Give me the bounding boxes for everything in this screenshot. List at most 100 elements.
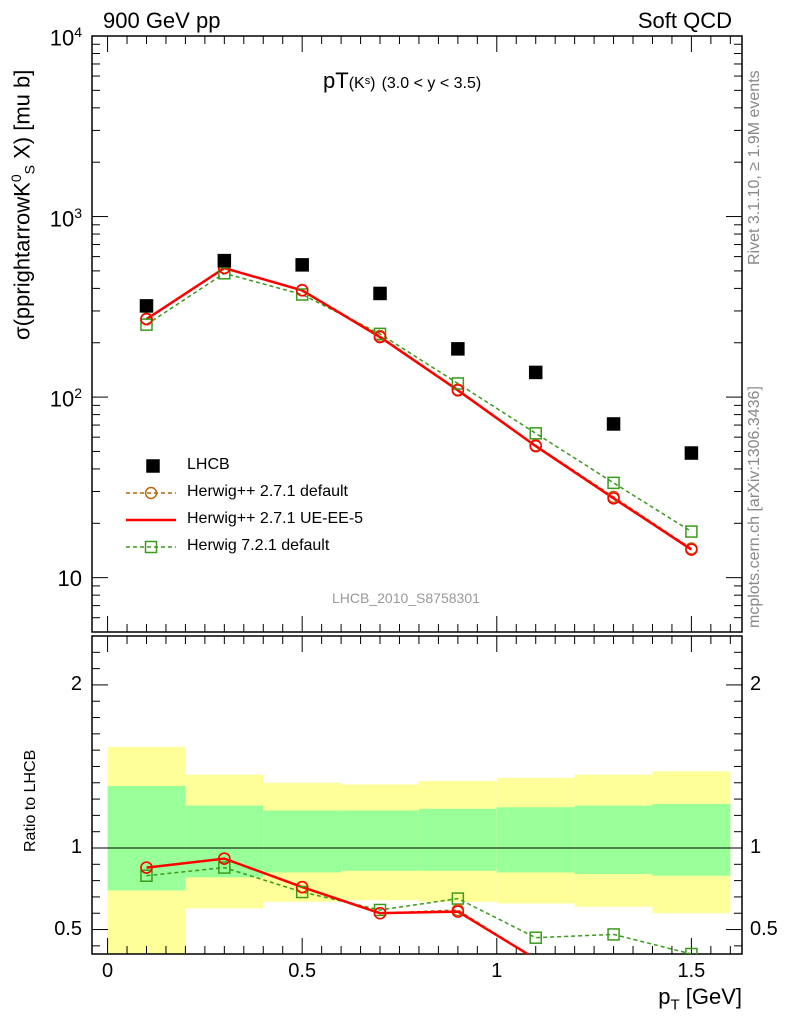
band-inner-bin [185,805,264,878]
ratio-herwig-ue-point [295,880,309,894]
y-tick-exponent: 2 [74,385,82,402]
herwig7-point [218,267,231,280]
series-line-herwig7 [146,272,692,533]
ratio-uncertainty-bands [92,746,742,954]
y-tick-label-ratio-right: 1 [750,836,762,858]
lhcb-data-point [217,253,232,268]
band-inner-bin [341,810,419,871]
x-axis-label: pT [GeV] [658,984,742,1013]
lhcb-data-point [528,365,543,380]
band-inner-bin [418,808,497,871]
ratio-line-herwig-ue [146,857,531,954]
main-series-layer [139,253,699,556]
x-tick-label: 1 [491,960,503,982]
y-label-main-text: σ(pprightarrowK [9,182,35,340]
ratio-panel-frame [91,635,743,955]
legend-marker-herwig7 [144,540,158,554]
y-tick-label-main: 104 [49,24,82,51]
rivet-info: Rivet 3.1.10, ≥ 1.9M events [746,70,763,265]
series-line-herwig-ue [145,266,693,551]
lhcb-data-point [606,417,621,431]
plot-title-main: pT [323,68,349,93]
plot-title-range: (3.0 < y < 3.5) [381,75,482,92]
herwig7-point [451,377,465,390]
herwig7-point [607,476,620,490]
y-axis-label-ratio: Ratio to LHCB [22,749,39,852]
y-label-tail: X) [mu b] [9,69,35,165]
herwig-ue-point [607,492,620,505]
ratio-herwig-ue-point [218,852,231,865]
ratio-herwig7-point [685,947,698,954]
x-tick-label: 0 [102,960,114,982]
legend-label: Herwig++ 2.7.1 UE-EE-5 [187,510,364,527]
legend-label: LHCB [187,456,230,473]
herwig-ue-point [140,312,153,326]
herwig7-point [529,427,542,440]
ratio-herwig-ue-point [140,861,153,874]
band-inner-bin [652,803,731,876]
y-tick-label-ratio-right: 0.5 [750,917,778,940]
legend [126,459,176,554]
y-tick-label-ratio-left: 2 [70,672,82,695]
herwig-ue-point [373,330,387,344]
band-inner-bin [263,810,342,873]
legend-marker-herwig-default [144,486,158,500]
y-tick-label-ratio-left: 0.5 [54,917,82,940]
ratio-herwig7-point [218,861,231,874]
plot-title-particle: (Kˢ) [348,75,376,92]
lhcb-data-point [451,342,465,356]
main-panel-frame [91,35,743,633]
x-tick-label: 1.5 [677,960,706,982]
x-tick-label: 0.5 [288,960,317,982]
herwig7-point [295,288,309,301]
lhcb-data-point [139,299,154,313]
y-tick-exponent: 4 [74,24,82,40]
x-label-sub: T [670,996,680,1014]
ratio-axis-ticks [92,636,742,954]
lhcb-data-point [373,286,387,301]
header-left: 900 GeV pp [103,8,221,33]
y-axis-label-main: σ(pprightarrowK0S X) [mu b] [8,70,38,340]
plot-title: pT(Kˢ) (3.0 < y < 3.5) [323,68,481,94]
herwig-ue-point [529,439,542,453]
y-label-sup: 0 [8,174,24,183]
herwig7-point [685,525,698,538]
legend-label: Herwig++ 2.7.1 default [187,483,348,500]
band-inner-bin [574,805,653,875]
legend-marker-lhcb [146,459,160,473]
x-label-unit: [GeV] [679,984,742,1009]
ratio-herwig-ue-point [373,906,387,920]
y-label-sub: S [21,165,38,175]
legend-label: Herwig 7.2.1 default [187,537,330,554]
ratio-herwig7-point [295,885,309,899]
mcplots-info: mcplots.cern.ch [arXiv:1306.3436] [746,386,763,628]
ratio-herwig7-point [140,869,153,882]
band-inner-bin [107,786,186,891]
y-tick-exponent: 3 [74,204,82,221]
series-line-herwig-default [146,266,692,550]
ratio-herwig7-point [373,903,387,917]
herwig-ue-point [451,384,465,397]
lhcb-data-point [684,446,699,460]
ratio-herwig7-point [607,928,620,941]
y-tick-label-ratio-right: 2 [750,672,762,695]
band-inner-bin [496,807,575,873]
ratio-line-herwig7 [146,866,692,954]
herwig-ue-point [685,543,698,556]
lhcb-data-point [295,258,309,272]
herwig7-point [140,318,153,331]
y-tick-label-main: 102 [49,385,82,412]
header-right: Soft QCD [637,8,732,33]
main-axis-ticks [92,35,742,633]
ratio-series-layer [140,852,698,954]
ratio-series-clipped [140,852,698,954]
x-label-main: p [658,984,671,1009]
herwig-ue-point [295,284,309,297]
y-tick-label-main: 103 [49,204,82,231]
ratio-herwig-ue-point [451,905,465,918]
y-tick-label-ratio-left: 1 [70,836,82,858]
analysis-watermark: LHCB_2010_S8758301 [332,590,480,606]
y-tick-label-main: 10 [57,565,82,591]
ratio-herwig7-point [529,931,542,944]
